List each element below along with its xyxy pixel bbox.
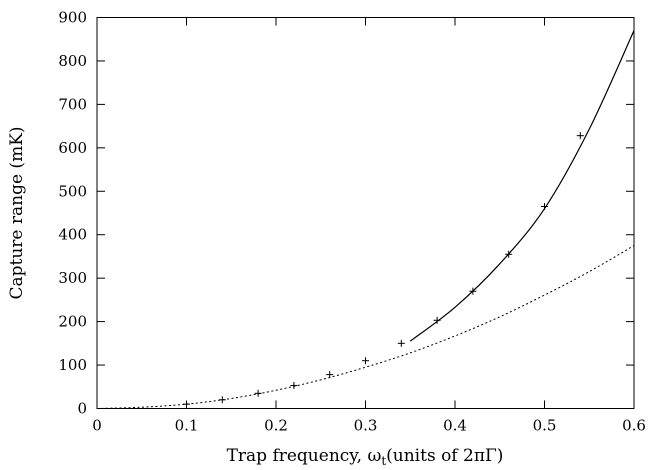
data-point — [469, 287, 477, 295]
x-tick-label: 0.1 — [175, 417, 199, 435]
data-point — [505, 250, 513, 258]
solid-fit-curve — [409, 30, 635, 342]
data-point — [397, 339, 405, 347]
axis-ticks — [96, 17, 635, 409]
x-axis-label-subscript: t — [381, 454, 386, 468]
data-point — [326, 371, 334, 379]
data-point — [576, 132, 584, 140]
x-tick-label: 0.5 — [533, 417, 557, 435]
y-axis-label: Capture range (mK) — [7, 126, 27, 299]
y-tick-label: 900 — [58, 9, 87, 27]
data-point — [254, 389, 262, 397]
x-tick-label: 0 — [92, 417, 102, 435]
x-axis-label: Trap frequency, ωt(units of 2πΓ) — [227, 446, 504, 468]
x-axis-label-units: (units of 2πΓ) — [386, 446, 503, 466]
y-tick-label: 500 — [58, 182, 87, 200]
x-tick-label: 0.2 — [264, 417, 288, 435]
fit-curves — [96, 30, 635, 409]
x-tick-label: 0.6 — [622, 417, 646, 435]
y-tick-label: 700 — [58, 95, 87, 113]
data-point — [541, 202, 548, 210]
y-tick-label: 800 — [58, 52, 87, 70]
data-point — [183, 400, 190, 408]
y-tick-label: 100 — [58, 356, 87, 374]
x-tick-label: 0.3 — [354, 417, 378, 435]
data-points — [183, 132, 584, 408]
dotted-fit-curve — [96, 245, 635, 409]
y-tick-label: 600 — [58, 139, 87, 157]
y-tick-label: 0 — [77, 400, 87, 418]
y-tick-label: 300 — [58, 269, 87, 287]
y-tick-label: 200 — [58, 313, 87, 331]
x-tick-label: 0.4 — [443, 417, 467, 435]
plot-frame — [96, 17, 635, 409]
x-tick-labels: 0 0.1 0.2 0.3 0.4 0.5 0.6 — [92, 417, 646, 435]
y-tick-labels: 0 100 200 300 400 500 600 700 800 900 — [58, 9, 87, 418]
data-point — [433, 316, 441, 324]
data-point — [290, 381, 298, 389]
data-point — [362, 357, 369, 365]
data-point — [218, 396, 226, 404]
y-tick-label: 400 — [58, 226, 87, 244]
